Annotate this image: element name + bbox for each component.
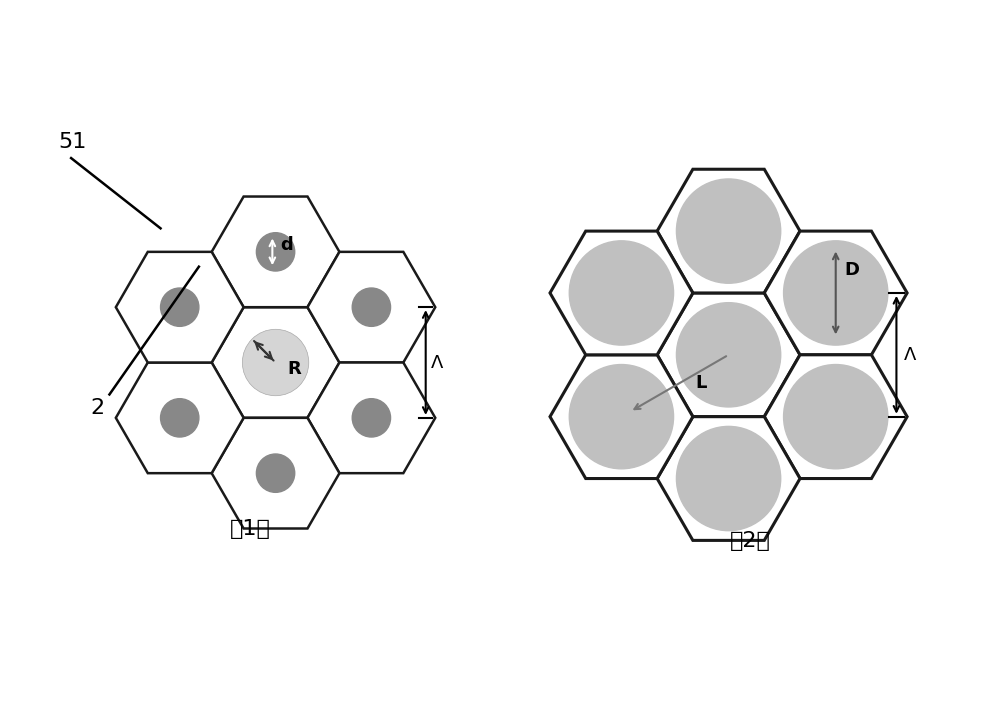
Polygon shape <box>657 169 800 293</box>
Text: R: R <box>287 360 301 378</box>
Polygon shape <box>308 362 435 473</box>
Polygon shape <box>764 355 907 479</box>
Circle shape <box>242 329 309 396</box>
Text: （2）: （2） <box>730 531 770 550</box>
Polygon shape <box>657 293 800 417</box>
Polygon shape <box>308 252 435 362</box>
Circle shape <box>676 303 781 407</box>
Circle shape <box>161 288 199 326</box>
Text: （1）: （1） <box>230 519 270 538</box>
Circle shape <box>569 241 674 345</box>
Circle shape <box>676 426 781 531</box>
Text: L: L <box>695 374 706 392</box>
Polygon shape <box>116 252 244 362</box>
Polygon shape <box>657 417 800 541</box>
Polygon shape <box>550 231 693 355</box>
Circle shape <box>784 364 888 469</box>
Circle shape <box>569 364 674 469</box>
Text: 51: 51 <box>58 133 87 152</box>
Circle shape <box>676 179 781 283</box>
Circle shape <box>352 288 391 326</box>
Text: D: D <box>844 261 859 279</box>
Circle shape <box>352 399 391 437</box>
Circle shape <box>256 232 295 271</box>
Circle shape <box>161 399 199 437</box>
Polygon shape <box>764 231 907 355</box>
Circle shape <box>256 454 295 492</box>
Text: Λ: Λ <box>904 346 916 364</box>
Polygon shape <box>550 355 693 479</box>
Text: Λ: Λ <box>431 354 443 371</box>
Text: d: d <box>281 236 293 254</box>
Circle shape <box>784 241 888 345</box>
Polygon shape <box>116 362 244 473</box>
Polygon shape <box>212 418 339 529</box>
Polygon shape <box>212 197 339 307</box>
Text: 2: 2 <box>90 397 104 418</box>
Polygon shape <box>212 307 339 418</box>
